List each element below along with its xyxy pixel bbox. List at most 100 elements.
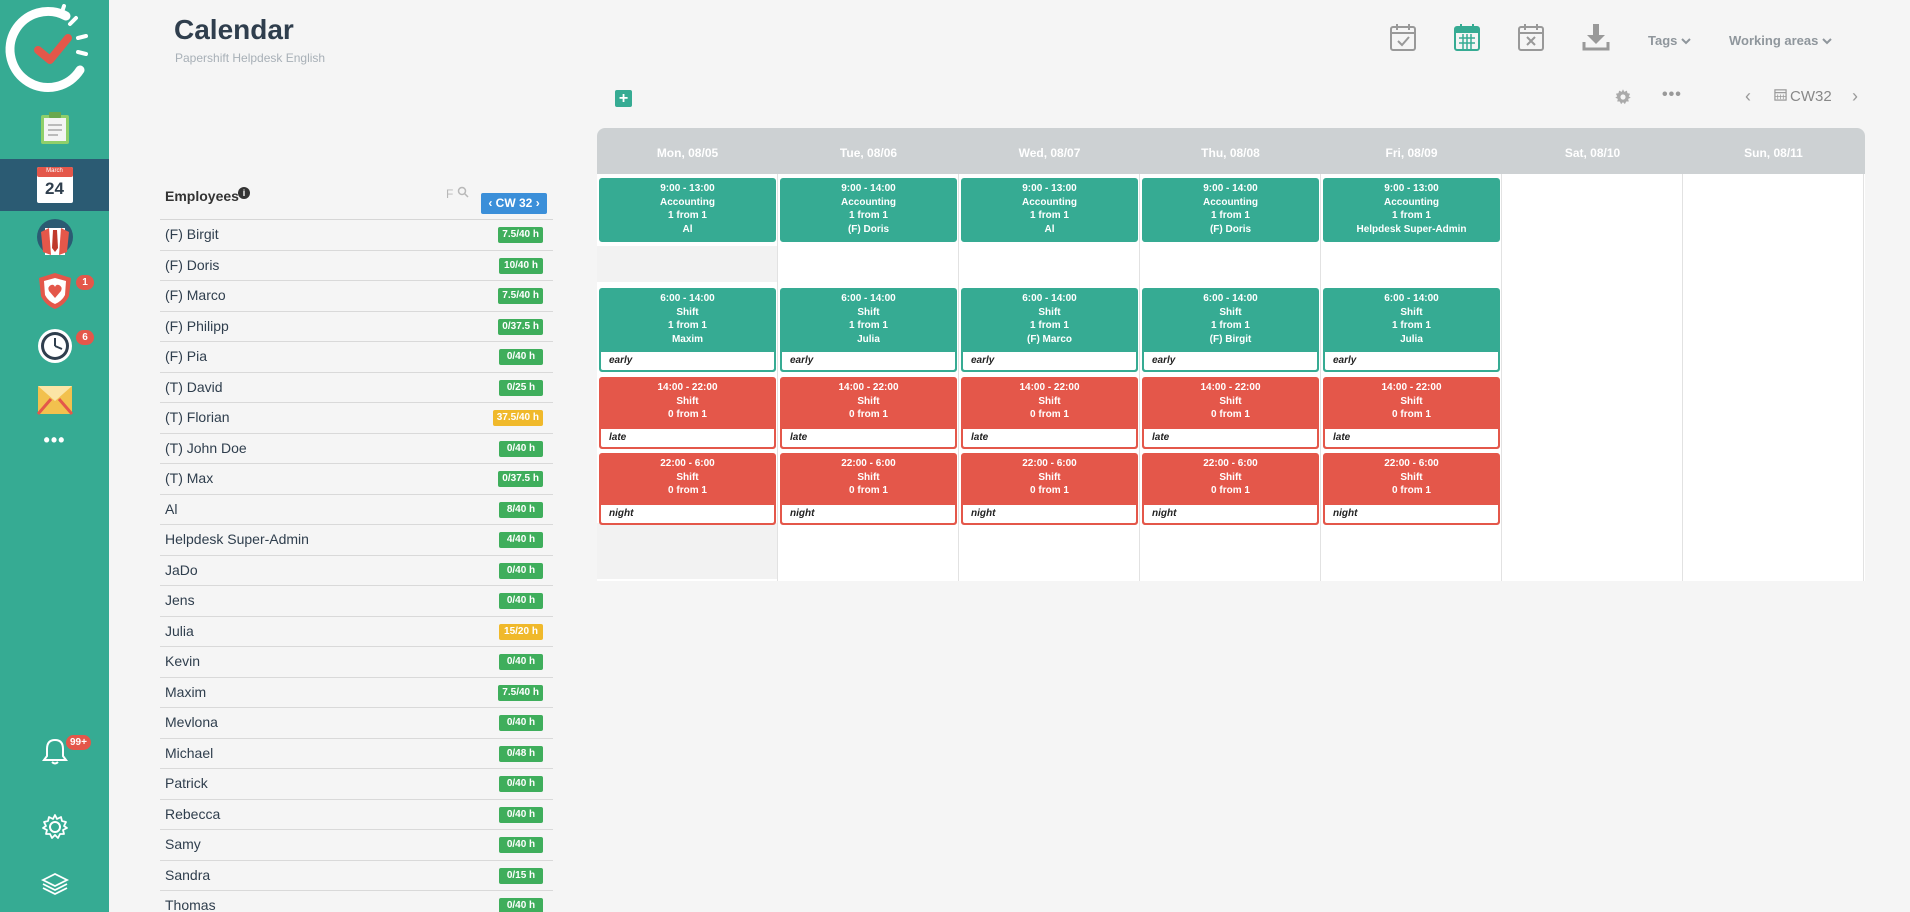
day-column[interactable]: 9:00 - 14:00 Accounting 1 from 1 (F) Doris 6… — [778, 174, 959, 581]
shift-card[interactable]: 9:00 - 13:00 Accounting 1 from 1 Al — [599, 178, 776, 242]
employee-hours-badge: 0/40 h — [499, 349, 543, 365]
layers-icon — [40, 872, 70, 901]
week-calendar: Mon, 08/05 Tue, 08/06 Wed, 08/07 Thu, 08/08… — [597, 128, 1865, 581]
day-column[interactable] — [1502, 174, 1683, 581]
employee-name: (F) Birgit — [165, 226, 219, 242]
shift-card[interactable]: 14:00 - 22:00 Shift 0 from 1 late — [1142, 377, 1319, 449]
sidebar-item-time-tracking[interactable]: 6 — [0, 322, 109, 374]
shift-time: 6:00 - 14:00 — [1022, 293, 1077, 304]
employee-week-button[interactable]: ‹ CW 32 › — [481, 193, 547, 214]
employee-row[interactable]: Samy 0/40 h — [160, 830, 553, 861]
employee-row[interactable]: Michael 0/48 h — [160, 739, 553, 769]
shift-card[interactable]: 9:00 - 13:00 Accounting 1 from 1 Al — [961, 178, 1138, 242]
shift-card[interactable]: 22:00 - 6:00 Shift 0 from 1 night — [599, 453, 776, 525]
shift-count: 0 from 1 — [1211, 409, 1250, 420]
shift-card[interactable]: 9:00 - 14:00 Accounting 1 from 1 (F) Doris — [1142, 178, 1319, 242]
week-selector[interactable]: CW32 — [1774, 88, 1832, 105]
day-column[interactable] — [1683, 174, 1864, 581]
empty-slot[interactable] — [597, 246, 777, 282]
shift-card[interactable]: 6:00 - 14:00 Shift 1 from 1 Maxim early — [599, 288, 776, 372]
shift-card[interactable]: 6:00 - 14:00 Shift 1 from 1 (F) Marco early — [961, 288, 1138, 372]
employee-row[interactable]: Patrick 0/40 h — [160, 769, 553, 800]
chevron-right-icon: › — [535, 196, 540, 210]
sidebar-item-help[interactable] — [0, 866, 109, 906]
day-column[interactable]: 9:00 - 13:00 Accounting 1 from 1 Al 6:00 - 1… — [959, 174, 1140, 581]
shift-card[interactable]: 9:00 - 13:00 Accounting 1 from 1 Helpdesk S… — [1323, 178, 1500, 242]
employee-name: Patrick — [165, 775, 208, 791]
shift-area: Accounting — [660, 196, 715, 208]
calendar-remove-button[interactable] — [1517, 22, 1547, 52]
employee-row[interactable]: Jens 0/40 h — [160, 586, 553, 617]
employee-row[interactable]: (F) Doris 10/40 h — [160, 251, 553, 281]
shift-tag: early — [601, 352, 774, 370]
calendar-grid-button[interactable] — [1453, 22, 1483, 52]
shift-time: 14:00 - 22:00 — [1200, 382, 1261, 393]
sidebar-item-tasks[interactable] — [0, 104, 109, 156]
shift-time: 6:00 - 14:00 — [841, 293, 896, 304]
shift-card[interactable]: 6:00 - 14:00 Shift 1 from 1 (F) Birgit early — [1142, 288, 1319, 372]
employee-row[interactable]: (T) David 0/25 h — [160, 373, 553, 403]
employee-row[interactable]: Rebecca 0/40 h — [160, 800, 553, 830]
employee-row[interactable]: Al 8/40 h — [160, 495, 553, 525]
papershift-logo-icon[interactable] — [4, 4, 100, 94]
shift-tag: late — [601, 429, 774, 447]
sidebar-item-notifications[interactable]: 99+ — [0, 727, 109, 779]
shift-card[interactable]: 14:00 - 22:00 Shift 0 from 1 late — [780, 377, 957, 449]
sidebar-item-staff[interactable] — [0, 213, 109, 265]
employee-row[interactable]: (F) Philipp 0/37.5 h — [160, 312, 553, 342]
shift-card[interactable]: 14:00 - 22:00 Shift 0 from 1 late — [599, 377, 776, 449]
info-icon[interactable]: i — [238, 187, 250, 199]
day-column[interactable]: 9:00 - 13:00 Accounting 1 from 1 Helpdesk S… — [1321, 174, 1502, 581]
employee-row[interactable]: (T) John Doe 0/40 h — [160, 434, 553, 464]
shift-card[interactable]: 6:00 - 14:00 Shift 1 from 1 Julia early — [780, 288, 957, 372]
sidebar-item-settings[interactable] — [0, 803, 109, 855]
employee-row[interactable]: Helpdesk Super-Admin 4/40 h — [160, 525, 553, 556]
tags-dropdown-label: Tags — [1648, 33, 1678, 48]
sidebar-item-messages[interactable] — [0, 376, 109, 428]
sidebar-more-button[interactable]: ••• — [0, 425, 109, 455]
shift-card[interactable]: 22:00 - 6:00 Shift 0 from 1 night — [1323, 453, 1500, 525]
employee-row[interactable]: Kevin 0/40 h — [160, 647, 553, 678]
employee-row[interactable]: Thomas 0/40 h — [160, 891, 553, 912]
employee-row[interactable]: (T) Max 0/37.5 h — [160, 464, 553, 495]
employee-row[interactable]: JaDo 0/40 h — [160, 556, 553, 586]
calendar-settings-button[interactable] — [1614, 88, 1632, 111]
employee-filter-button[interactable]: F — [446, 186, 469, 201]
next-week-button[interactable]: › — [1852, 86, 1858, 107]
sidebar-item-absences[interactable]: 1 — [0, 267, 109, 319]
calendar-check-button[interactable] — [1389, 22, 1419, 52]
notifications-badge: 99+ — [66, 735, 91, 750]
previous-week-button[interactable]: ‹ — [1745, 86, 1751, 107]
shift-card[interactable]: 6:00 - 14:00 Shift 1 from 1 Julia early — [1323, 288, 1500, 372]
employee-hours-badge: 8/40 h — [499, 501, 543, 518]
shift-area: Shift — [676, 306, 699, 318]
day-column[interactable]: 9:00 - 13:00 Accounting 1 from 1 Al 6:00 - 1… — [597, 174, 778, 581]
tags-dropdown[interactable]: Tags — [1648, 33, 1691, 48]
sidebar-item-calendar[interactable]: March 24 — [0, 159, 109, 211]
shift-card[interactable]: 22:00 - 6:00 Shift 0 from 1 night — [961, 453, 1138, 525]
shift-who: Maxim — [671, 333, 704, 345]
shift-card[interactable]: 9:00 - 14:00 Accounting 1 from 1 (F) Doris — [780, 178, 957, 242]
employee-row[interactable]: Julia 15/20 h — [160, 617, 553, 647]
employee-row[interactable]: Sandra 0/15 h — [160, 861, 553, 891]
empty-slot[interactable] — [597, 523, 777, 579]
shift-card[interactable]: 22:00 - 6:00 Shift 0 from 1 night — [1142, 453, 1319, 525]
employee-row[interactable]: Mevlona 0/40 h — [160, 708, 553, 739]
calendar-more-button[interactable]: ••• — [1662, 86, 1682, 104]
working-areas-dropdown[interactable]: Working areas — [1729, 33, 1832, 48]
employee-row[interactable]: (F) Birgit 7.5/40 h — [160, 220, 553, 251]
shift-count: 0 from 1 — [1211, 485, 1250, 496]
employee-row[interactable]: (F) Marco 7.5/40 h — [160, 281, 553, 312]
shift-tag: early — [1144, 352, 1317, 370]
employee-hours-badge: 10/40 h — [499, 257, 543, 274]
shift-card[interactable]: 14:00 - 22:00 Shift 0 from 1 late — [961, 377, 1138, 449]
employee-row[interactable]: Maxim 7.5/40 h — [160, 678, 553, 708]
employee-row[interactable]: (F) Pia 0/40 h — [160, 342, 553, 373]
day-column[interactable]: 9:00 - 14:00 Accounting 1 from 1 (F) Doris 6… — [1140, 174, 1321, 581]
download-button[interactable] — [1582, 22, 1612, 52]
shift-card[interactable]: 14:00 - 22:00 Shift 0 from 1 late — [1323, 377, 1500, 449]
employee-row[interactable]: (T) Florian 37.5/40 h — [160, 403, 553, 434]
shift-card[interactable]: 22:00 - 6:00 Shift 0 from 1 night — [780, 453, 957, 525]
add-shift-button[interactable]: + — [615, 90, 632, 107]
chevron-down-icon — [1681, 33, 1691, 48]
